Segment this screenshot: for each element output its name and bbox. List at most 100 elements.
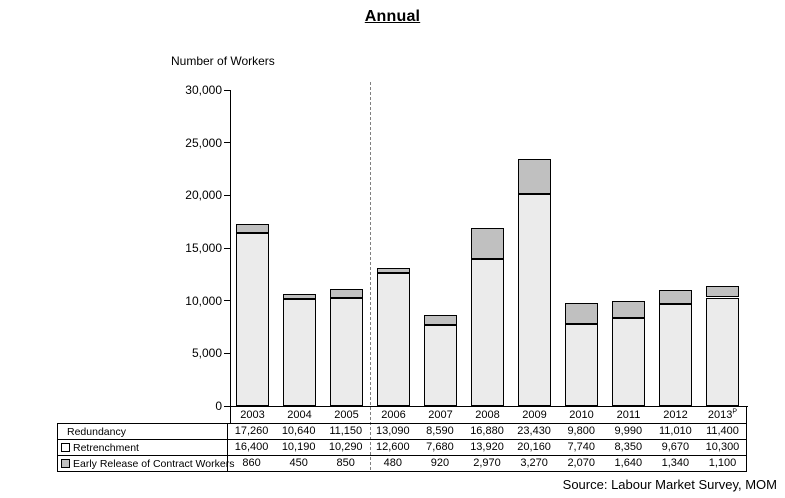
chart-title: Annual bbox=[364, 8, 421, 25]
y-axis-tick-mark bbox=[224, 194, 230, 196]
y-axis-tick-mark bbox=[224, 247, 230, 249]
y-axis-tick-mark bbox=[224, 405, 230, 407]
y-axis-tick-label: 5,000 bbox=[191, 346, 222, 361]
table-value-cell: 860 bbox=[242, 457, 261, 469]
table-value-cell: 8,590 bbox=[426, 425, 454, 437]
table-value-cell: 10,290 bbox=[328, 441, 363, 453]
bar-segment-early-release bbox=[518, 159, 551, 194]
table-value-cell: 1,100 bbox=[708, 457, 737, 469]
table-value-cell: 17,260 bbox=[234, 425, 269, 437]
bar-segment-early-release bbox=[565, 302, 598, 325]
legend-key-icon bbox=[61, 443, 70, 452]
y-axis-tick-mark bbox=[224, 142, 230, 144]
table-value-cell: 920 bbox=[430, 457, 450, 469]
table-value-cell: 850 bbox=[336, 457, 355, 469]
x-axis-year-label: 2011 bbox=[616, 409, 641, 421]
table-row: Retrenchment 16,400 10,190 10,290 12,600 7,68… bbox=[58, 439, 746, 455]
table-value-cell: 10,300 bbox=[705, 441, 740, 453]
plot-area bbox=[230, 90, 748, 407]
table-value-cell: 7,740 bbox=[567, 441, 595, 453]
y-axis-tick-label: 20,000 bbox=[185, 188, 222, 203]
bar-segment-early-release bbox=[377, 268, 410, 274]
bar-segment-early-release bbox=[659, 290, 692, 305]
bar-segment-early-release bbox=[471, 228, 504, 260]
table-value-cell: 9,800 bbox=[567, 425, 595, 437]
table-value-cell: 12,600 bbox=[376, 441, 410, 453]
x-axis-year-label: 2008 bbox=[475, 409, 500, 421]
bar-segment-retrenchment bbox=[283, 298, 316, 406]
y-axis-tick-mark bbox=[224, 89, 230, 91]
x-axis-year-label: 2004 bbox=[287, 409, 312, 421]
table-value-cell: 20,160 bbox=[517, 441, 551, 453]
table-value-cell: 11,150 bbox=[329, 425, 363, 437]
bar-segment-retrenchment bbox=[236, 233, 269, 406]
table-value-cell: 2,070 bbox=[567, 457, 595, 469]
x-axis-year-label: 2006 bbox=[381, 409, 406, 421]
table-row: Redundancy 17,260 10,640 11,150 13,090 8,590 1… bbox=[58, 424, 746, 439]
series-name: Early Release of Contract Workers bbox=[73, 457, 235, 470]
category-superscript: P bbox=[732, 408, 738, 416]
bar-segment-retrenchment bbox=[471, 259, 504, 406]
bar-segment-early-release bbox=[283, 293, 316, 299]
bar-segment-retrenchment bbox=[659, 304, 692, 406]
bar-segment-early-release bbox=[330, 288, 363, 298]
table-value-cell: 23,430 bbox=[517, 425, 551, 437]
bar-segment-retrenchment bbox=[706, 297, 739, 406]
table-value-cell: 450 bbox=[289, 457, 308, 469]
table-value-cell: 7,680 bbox=[426, 441, 454, 453]
table-value-cell: 11,010 bbox=[658, 425, 692, 437]
y-axis-tick-mark bbox=[224, 352, 230, 354]
table-row-label: Redundancy bbox=[58, 424, 228, 439]
table-value-cell: 10,190 bbox=[281, 441, 316, 453]
table-value-cell: 2,970 bbox=[473, 457, 501, 469]
table-value-cell: 10,640 bbox=[281, 425, 316, 437]
bar-segment-retrenchment bbox=[518, 193, 551, 406]
table-value-cell: 1,640 bbox=[614, 457, 643, 469]
bar-segment-early-release bbox=[706, 285, 739, 298]
table-value-cell: 3,270 bbox=[520, 457, 548, 469]
x-axis-right-edge bbox=[746, 406, 747, 423]
series-name: Retrenchment bbox=[73, 441, 139, 454]
table-row: Early Release of Contract Workers 860 450 8… bbox=[58, 455, 746, 471]
data-table: Redundancy 17,260 10,640 11,150 13,090 8,590 1… bbox=[57, 423, 747, 472]
y-axis-tick-label: 30,000 bbox=[185, 83, 222, 97]
table-value-cell: 9,990 bbox=[614, 425, 643, 437]
x-axis-year-label: 2003 bbox=[240, 409, 265, 421]
bar-segment-retrenchment bbox=[424, 325, 457, 406]
table-value-cell: 13,920 bbox=[470, 441, 504, 453]
bar-segment-retrenchment bbox=[612, 318, 645, 406]
period-divider-line bbox=[370, 82, 371, 470]
y-axis-tick-label: 25,000 bbox=[185, 135, 222, 150]
table-value-cell: 480 bbox=[383, 457, 402, 469]
y-axis-tick-mark bbox=[224, 300, 230, 302]
bar-segment-retrenchment bbox=[565, 324, 598, 406]
x-axis-year-label: 2005 bbox=[334, 409, 359, 421]
y-axis-title: Number of Workers bbox=[171, 54, 275, 68]
table-value-cell: 11,400 bbox=[706, 425, 739, 437]
x-axis-year-label: 2012 bbox=[663, 409, 688, 421]
table-value-cell: 13,090 bbox=[376, 425, 410, 437]
bar-segment-retrenchment bbox=[377, 273, 410, 406]
legend-key-icon bbox=[61, 459, 70, 468]
table-value-cell: 1,340 bbox=[661, 457, 690, 469]
table-value-cell: 8,350 bbox=[614, 441, 643, 453]
y-axis-tick-label: 0 bbox=[215, 399, 222, 413]
series-name: Redundancy bbox=[67, 425, 126, 438]
table-value-cell: 16,880 bbox=[470, 425, 504, 437]
source-caption: Source: Labour Market Survey, MOM bbox=[562, 477, 777, 492]
x-axis-year-label: 2009 bbox=[522, 409, 547, 421]
table-row-label: Retrenchment bbox=[58, 440, 228, 455]
bar-segment-early-release bbox=[236, 224, 269, 234]
bar-segment-early-release bbox=[612, 300, 645, 319]
bar-segment-early-release bbox=[424, 315, 457, 326]
y-axis-tick-label: 15,000 bbox=[185, 241, 222, 255]
x-axis-left-edge bbox=[230, 406, 231, 423]
table-row-label: Early Release of Contract Workers bbox=[58, 456, 234, 471]
x-axis-year-label: 2007 bbox=[428, 409, 453, 421]
table-value-cell: 9,670 bbox=[661, 441, 690, 453]
x-axis-year-label: 2010 bbox=[569, 409, 594, 421]
bar-segment-retrenchment bbox=[330, 297, 363, 406]
table-value-cell: 16,400 bbox=[234, 441, 269, 453]
